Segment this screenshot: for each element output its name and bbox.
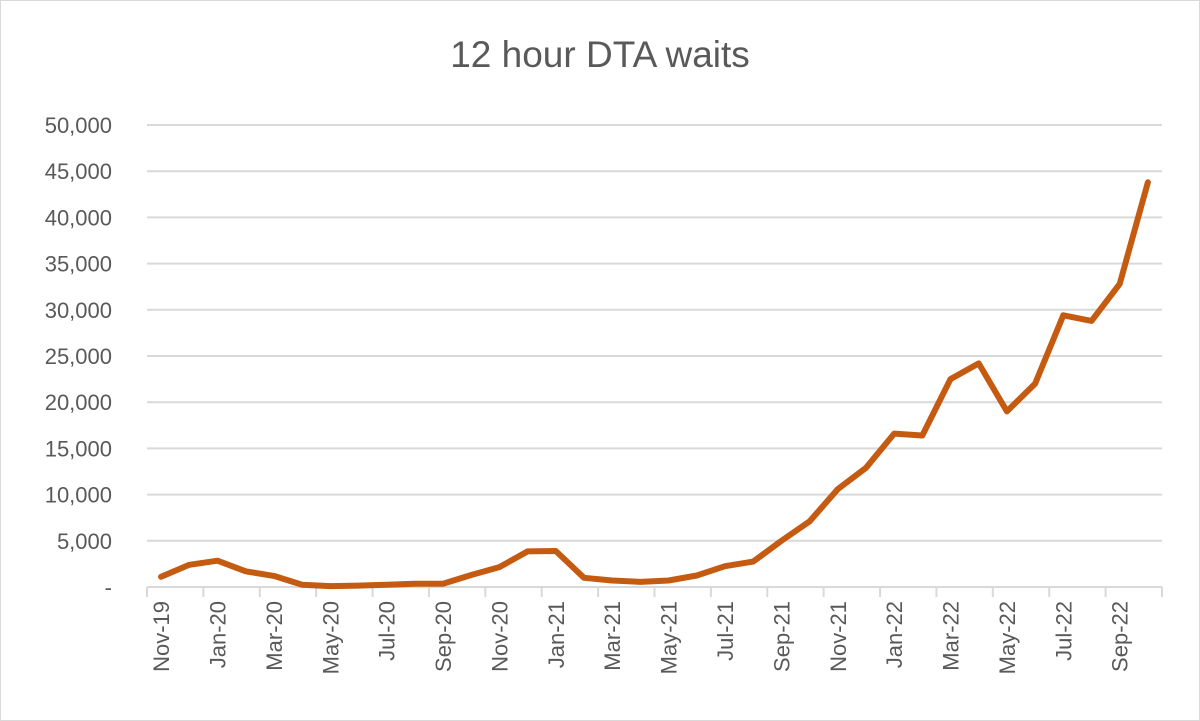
gridlines bbox=[147, 124, 1162, 542]
x-tick-label: Jan-21 bbox=[544, 601, 569, 668]
x-tick-label: Sep-22 bbox=[1108, 601, 1133, 672]
x-tick-label: Sep-20 bbox=[431, 601, 456, 672]
y-tick-label: - bbox=[105, 575, 112, 600]
x-tick-label: May-22 bbox=[995, 601, 1020, 674]
chart-title: 12 hour DTA waits bbox=[450, 34, 750, 75]
x-tick-label: Jul-22 bbox=[1051, 601, 1076, 661]
x-tick-label: Jan-20 bbox=[205, 601, 230, 668]
y-tick-label: 15,000 bbox=[45, 436, 112, 461]
x-tick-label: Sep-21 bbox=[769, 601, 794, 672]
y-tick-label: 5,000 bbox=[57, 529, 112, 554]
series-group bbox=[158, 179, 1151, 590]
y-tick-label: 25,000 bbox=[45, 344, 112, 369]
x-tick-label: Jul-20 bbox=[375, 601, 400, 661]
series-line bbox=[158, 179, 1151, 590]
y-tick-label: 20,000 bbox=[45, 390, 112, 415]
x-tick-label: Mar-22 bbox=[939, 601, 964, 671]
y-tick-label: 40,000 bbox=[45, 205, 112, 230]
y-tick-label: 50,000 bbox=[45, 113, 112, 138]
x-tick-label: Mar-20 bbox=[262, 601, 287, 671]
y-tick-label: 45,000 bbox=[45, 159, 112, 184]
y-tick-label: 10,000 bbox=[45, 483, 112, 508]
x-tick-label: May-20 bbox=[318, 601, 343, 674]
x-tick-label: May-21 bbox=[657, 601, 682, 674]
y-axis-ticks: - 5,000 10,000 15,000 20,000 25,000 30,000 35,0… bbox=[45, 113, 112, 600]
x-axis-ticks: Nov-19 Jan-20 Mar-20 May-20 Jul-20 Sep-20 Nov-… bbox=[149, 601, 1133, 674]
y-tick-label: 35,000 bbox=[45, 252, 112, 277]
x-tick-label: Nov-20 bbox=[487, 601, 512, 672]
x-tick-label: Jul-21 bbox=[713, 601, 738, 661]
x-tick-label: Nov-21 bbox=[826, 601, 851, 672]
y-tick-label: 30,000 bbox=[45, 298, 112, 323]
x-tick-label: Jan-22 bbox=[882, 601, 907, 668]
x-tick-label: Mar-21 bbox=[600, 601, 625, 671]
x-tick-label: Nov-19 bbox=[149, 601, 174, 672]
x-axis bbox=[146, 586, 1163, 597]
